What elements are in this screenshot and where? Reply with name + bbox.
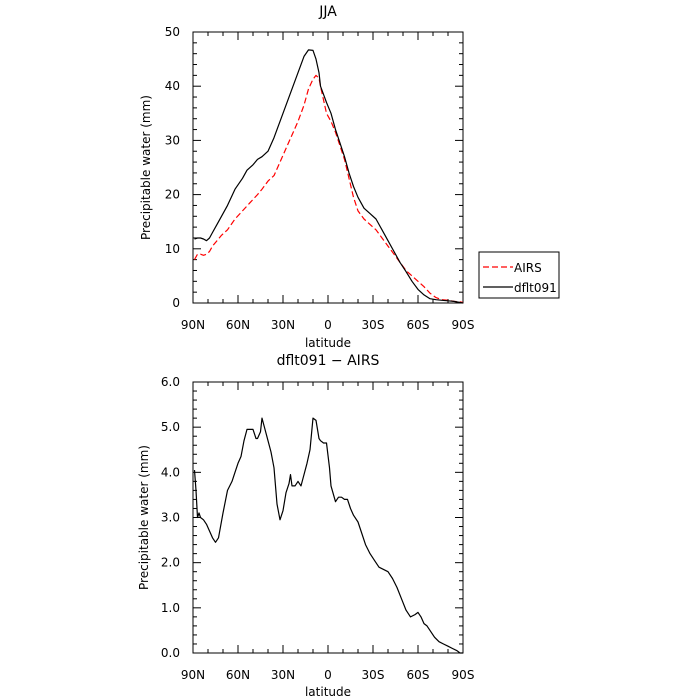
x-tick-label: 30S [362, 318, 385, 332]
y-tick-label: 30 [165, 133, 180, 147]
y-tick-label: 5.0 [161, 420, 180, 434]
legend: AIRS dflt091 [478, 251, 560, 299]
y-tick-label: 40 [165, 79, 180, 93]
x-tick-label: 90N [181, 318, 205, 332]
y-axis-label: Precipitable water (mm) [139, 95, 153, 240]
x-tick-label: 60S [407, 318, 430, 332]
x-axis-label: latitude [305, 336, 351, 350]
series-line-dflt091 [194, 49, 464, 304]
x-axis-label: latitude [305, 685, 351, 699]
y-tick-label: 6.0 [161, 375, 180, 389]
x-tick-label: 60S [407, 668, 430, 682]
y-tick-label: 0.0 [161, 646, 180, 660]
legend-label: dflt091 [514, 281, 557, 295]
legend-box [478, 251, 560, 299]
y-tick-label: 4.0 [161, 465, 180, 479]
y-tick-label: 3.0 [161, 511, 180, 525]
x-tick-label: 0 [324, 668, 332, 682]
x-tick-label: 30S [362, 668, 385, 682]
series-line-AIRS [193, 74, 464, 304]
x-tick-label: 90S [452, 318, 475, 332]
chart-title: JJA [318, 4, 337, 20]
plot-frame [192, 31, 464, 304]
y-tick-label: 20 [165, 188, 180, 202]
series-line-series-0 [193, 417, 463, 654]
y-tick-label: 0 [172, 296, 180, 310]
y-axis-label: Precipitable water (mm) [137, 445, 151, 590]
x-tick-label: 90N [181, 668, 205, 682]
x-tick-label: 30N [271, 318, 295, 332]
y-tick-label: 2.0 [161, 556, 180, 570]
legend-label: AIRS [514, 261, 542, 275]
panel-difference: 90N 60N 30N 0 30S 60S 90S 0.0 1.0 2.0 3.0 4.0 5.0 6.0… [137, 353, 474, 699]
y-tick-label: 10 [165, 242, 180, 256]
panel-jja: 90N 60N 30N 0 30S 60S 90S 0 10 20 30 40 50 JJA latitud… [139, 4, 560, 350]
chart-title: dflt091 − AIRS [277, 353, 380, 369]
y-tick-label: 1.0 [161, 601, 180, 615]
y-tick-label: 50 [165, 25, 180, 39]
x-tick-label: 0 [324, 318, 332, 332]
x-tick-label: 90S [452, 668, 475, 682]
x-tick-label: 30N [271, 668, 295, 682]
x-tick-label: 60N [226, 668, 250, 682]
x-tick-label: 60N [226, 318, 250, 332]
plot-frame [192, 381, 464, 654]
